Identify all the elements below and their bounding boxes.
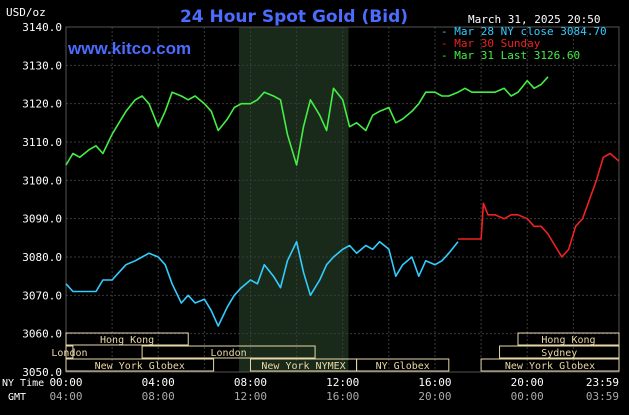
series-mar30-line (458, 152, 620, 258)
x-row2-label: GMT (8, 392, 26, 403)
session-label: London (211, 348, 247, 359)
x-axis: NY TimeGMT00:0004:0004:0008:0008:0012:00… (2, 376, 619, 403)
timestamp: March 31, 2025 20:50 (468, 13, 600, 26)
session-box (65, 345, 74, 359)
x-tick-gmt: 04:00 (49, 390, 82, 403)
y-tick-label: 3110.0 (22, 136, 62, 149)
session-box (517, 332, 620, 346)
y-tick-label: 3090.0 (22, 213, 62, 226)
x-tick-gmt: 03:59 (586, 390, 619, 403)
brand-link[interactable]: www.kitco.com (67, 39, 191, 58)
legend-entry: - Mar 30 Sunday (441, 37, 541, 50)
x-tick-gmt: 08:00 (142, 390, 175, 403)
plot-frame (65, 26, 620, 373)
y-tick-label: 3070.0 (22, 289, 62, 302)
session-box (499, 345, 620, 359)
y-tick-label: 3130.0 (22, 59, 62, 72)
session-box (65, 332, 189, 346)
y-tick-label: 3050.0 (22, 366, 62, 379)
chart-title: 24 Hour Spot Gold (Bid) (180, 7, 408, 27)
x-tick-ny: 12:00 (326, 376, 359, 389)
shaded-region (238, 27, 349, 372)
y-axis: 3140.0 3130.0 3120.0 3110.0 3100.0 3090.0 3080… (22, 21, 62, 379)
y-tick-label: 3060.0 (22, 328, 62, 341)
series-mar28-line (65, 240, 459, 327)
x-row1-label: NY Time (2, 378, 44, 389)
legend: - Mar 28 NY close 3084.70- Mar 30 Sunday… (441, 25, 607, 62)
session-box (480, 358, 620, 372)
x-tick-gmt: 16:00 (326, 390, 359, 403)
x-tick-ny: 08:00 (234, 376, 267, 389)
legend-entry: - Mar 31 Last 3126.60 (441, 49, 580, 62)
session-label: Sydney (541, 348, 577, 359)
x-tick-gmt: 20:00 (418, 390, 451, 403)
grid-lines (65, 26, 620, 373)
x-tick-ny: 04:00 (142, 376, 175, 389)
x-tick-gmt: 12:00 (234, 390, 267, 403)
session-box (356, 358, 450, 372)
session-label: London (51, 348, 87, 359)
session-label: Hong Kong (100, 335, 154, 346)
series-lines (65, 76, 620, 327)
session-label: NY Globex (376, 361, 430, 372)
y-tick-label: 3140.0 (22, 21, 62, 34)
x-tick-ny: 16:00 (418, 376, 451, 389)
session-label: New York NYMEX (261, 361, 345, 372)
y-tick-label: 3120.0 (22, 98, 62, 111)
series-mar31-line (65, 76, 549, 166)
session-bars: Hong Kong Hong Kong London London Sydney New … (51, 332, 620, 372)
x-tick-ny: 23:59 (586, 376, 619, 389)
legend-entry: - Mar 28 NY close 3084.70 (441, 25, 607, 38)
shaded-session-area (238, 27, 349, 372)
x-tick-ny: 00:00 (49, 376, 82, 389)
x-tick-ny: 20:00 (511, 376, 544, 389)
session-box (65, 358, 215, 372)
y-tick-label: 3100.0 (22, 174, 62, 187)
y-tick-label: 3080.0 (22, 251, 62, 264)
session-label: Hong Kong (541, 335, 595, 346)
session-label: New York Globex (505, 361, 595, 372)
session-box (141, 345, 316, 359)
y-axis-label: USD/oz (6, 6, 46, 19)
session-label: New York Globex (95, 361, 185, 372)
x-tick-gmt: 00:00 (511, 390, 544, 403)
